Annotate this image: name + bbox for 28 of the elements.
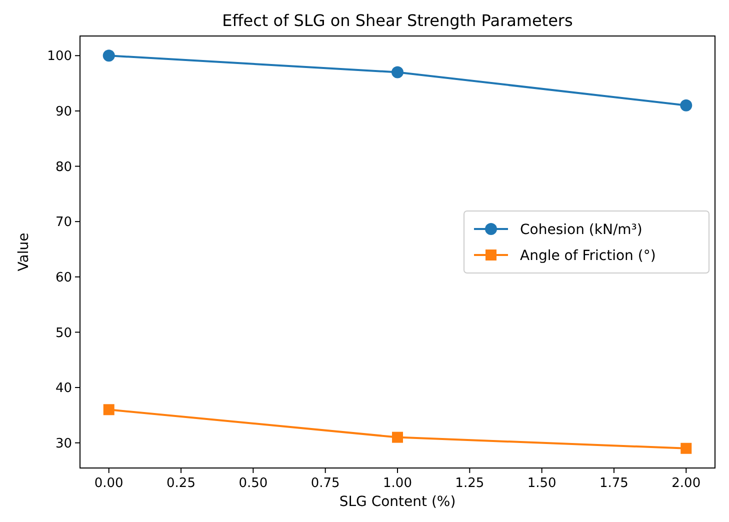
x-tick-label: 0.00 [94,476,124,491]
point [392,432,403,443]
x-tick-label: 0.75 [310,476,340,491]
y-tick-label: 60 [55,270,72,286]
legend-label: Angle of Friction (°) [520,248,656,264]
x-tick-label: 0.50 [238,476,268,491]
legend-label: Cohesion (kN/m³) [520,222,642,238]
point [680,442,692,454]
y-tick-label: 100 [47,49,72,64]
y-tick-label: 40 [55,381,72,396]
x-tick-label: 0.25 [166,476,196,491]
y-tick-label: 70 [55,215,72,230]
x-tick-label: 1.75 [600,476,628,491]
x-tick-label: 1.50 [527,476,556,491]
point [680,99,692,112]
point [102,50,115,62]
y-tick-label: 50 [55,326,72,341]
point [103,404,114,416]
chart-title: Effect of SLG on Shear Strength Parameters [222,11,573,30]
y-axis-title: Value [16,232,32,272]
y-tick-label: 30 [55,436,72,452]
y-tick-label: 90 [55,104,72,120]
x-tick-label: 2.00 [672,476,701,491]
point [392,66,404,78]
y-tick-label: 80 [55,160,72,175]
x-axis-title: SLG Content (%) [339,494,456,510]
x-tick-label: 1.25 [455,476,484,491]
x-tick-label: 1.00 [383,476,412,491]
